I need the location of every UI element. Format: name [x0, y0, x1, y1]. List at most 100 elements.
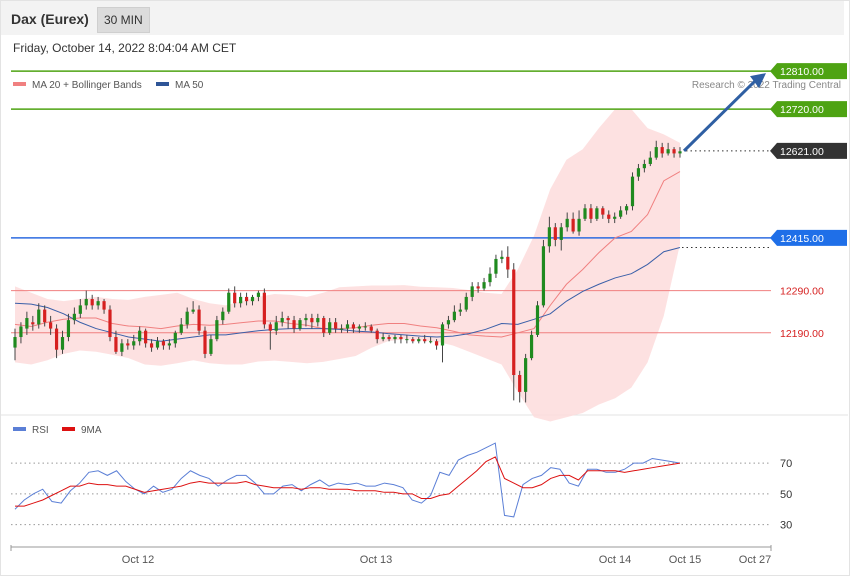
- candle-body: [132, 341, 136, 346]
- candle-body: [630, 176, 635, 207]
- candle-body: [54, 328, 59, 350]
- candle-body: [589, 208, 593, 219]
- candle-body: [446, 320, 451, 325]
- candle-body: [161, 341, 166, 346]
- rsi-tick-70: 70: [780, 458, 792, 470]
- candle-body: [399, 337, 403, 340]
- candle-body: [678, 151, 682, 154]
- candle-body: [328, 322, 332, 333]
- candle-body: [363, 326, 367, 328]
- candle-body: [268, 324, 272, 331]
- candle-body: [553, 227, 557, 240]
- candle-body: [339, 328, 344, 330]
- candle-body: [197, 309, 201, 331]
- candle-body: [494, 258, 498, 274]
- x-axis-label-2: Oct 14: [599, 554, 631, 566]
- candle-body: [239, 296, 243, 304]
- candles-group: [13, 140, 682, 403]
- candle-body: [595, 208, 599, 219]
- candle-body: [559, 227, 563, 240]
- candle-body: [221, 311, 225, 321]
- instrument-title: Dax (Eurex): [11, 11, 89, 27]
- legend-9ma: 9MA: [62, 425, 102, 436]
- candle-body: [672, 149, 676, 154]
- legend-rsi: RSI: [13, 425, 49, 436]
- candle-body: [49, 322, 53, 329]
- candle-body: [434, 341, 439, 346]
- candle-body: [78, 305, 82, 314]
- header-bar: Dax (Eurex) 30 MIN: [1, 1, 844, 35]
- level-tag-12621.00: [770, 142, 847, 159]
- candle-body: [322, 318, 326, 333]
- candle-body: [488, 273, 492, 283]
- ma9-swatch: [62, 427, 75, 432]
- candle-body: [120, 343, 124, 352]
- candle-body: [470, 286, 474, 297]
- candle-body: [250, 296, 255, 302]
- candle-body: [512, 269, 516, 376]
- level-tag-12415.00: [770, 229, 847, 246]
- candle-body: [458, 309, 462, 312]
- candle-body: [114, 337, 118, 352]
- ma50-label: MA 50: [175, 80, 204, 91]
- candle-body: [529, 334, 534, 359]
- candle-body: [423, 339, 427, 342]
- candle-body: [334, 322, 338, 329]
- candle-body: [155, 341, 160, 348]
- candle-body: [144, 330, 148, 344]
- candle-body: [482, 282, 486, 289]
- candle-body: [642, 163, 646, 169]
- candle-body: [185, 311, 189, 325]
- candle-body: [167, 343, 171, 346]
- timeframe-button[interactable]: 30 MIN: [97, 7, 150, 33]
- ma20-label: MA 20 + Bollinger Bands: [32, 80, 142, 91]
- candle-body: [298, 320, 302, 329]
- candle-body: [351, 324, 356, 329]
- candle-body: [476, 286, 480, 289]
- candle-body: [244, 296, 249, 302]
- candle-body: [613, 216, 617, 219]
- timestamp: Friday, October 14, 2022 8:04:04 AM CET: [13, 41, 237, 55]
- candle-body: [227, 292, 231, 312]
- candle-body: [518, 375, 522, 392]
- candle-body: [577, 218, 581, 232]
- candle-body: [274, 322, 278, 331]
- candle-body: [60, 337, 65, 350]
- candle-body: [506, 256, 510, 270]
- x-axis-label-4: Oct 27: [739, 554, 771, 566]
- candle-body: [619, 210, 623, 217]
- candle-body: [215, 320, 219, 340]
- candle-body: [464, 296, 468, 310]
- candle-body: [138, 330, 142, 342]
- candle-body: [286, 318, 290, 321]
- candle-body: [66, 320, 71, 338]
- level-tag-text-12621.00: 12621.00: [780, 146, 824, 158]
- candle-body: [310, 318, 314, 323]
- rsi-swatch: [13, 427, 26, 432]
- bollinger-band: [15, 109, 680, 422]
- candle-body: [43, 309, 47, 323]
- candle-body: [72, 313, 76, 321]
- x-axis-label-1: Oct 13: [360, 554, 392, 566]
- level-label-12290.00: 12290.00: [780, 286, 824, 298]
- candle-body: [84, 299, 88, 306]
- candle-body: [417, 339, 421, 342]
- candle-body: [25, 318, 29, 329]
- candle-body: [108, 309, 112, 338]
- candle-body: [126, 343, 130, 346]
- candle-body: [541, 246, 546, 306]
- candle-body: [19, 326, 23, 338]
- x-axis-label-0: Oct 12: [122, 554, 154, 566]
- candle-body: [256, 292, 261, 297]
- candle-body: [583, 208, 587, 219]
- rsi-tick-50: 50: [780, 489, 792, 501]
- rsi-line: [14, 442, 681, 518]
- level-tag-text-12810.00: 12810.00: [780, 66, 824, 78]
- research-credit: Research © 2022 Trading Central: [691, 80, 841, 91]
- rsi-9ma-line: [15, 456, 681, 507]
- rsi-label: RSI: [32, 425, 49, 436]
- candle-body: [381, 337, 385, 340]
- legend-ma20: MA 20 + Bollinger Bands: [13, 80, 142, 91]
- candle-body: [648, 157, 652, 164]
- candle-body: [500, 256, 504, 259]
